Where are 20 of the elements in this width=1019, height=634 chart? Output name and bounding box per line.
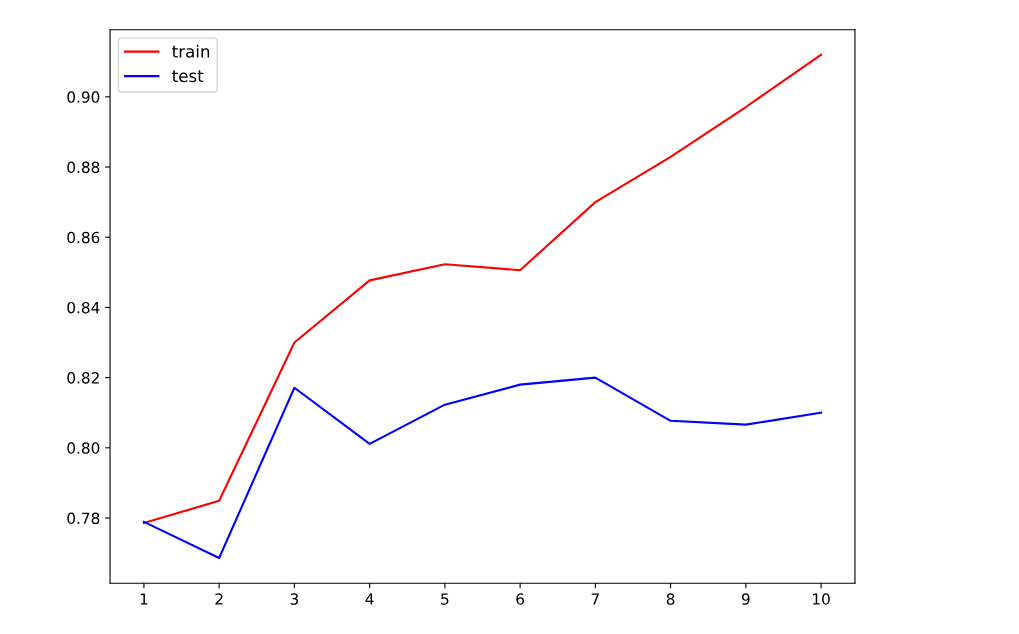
- line-series: [142, 376, 823, 560]
- y-tick-label: 0.82: [67, 372, 99, 384]
- x-tick-label: 3: [290, 593, 299, 605]
- x-tick-label: 10: [813, 593, 830, 605]
- x-tick-label: 1: [140, 593, 148, 605]
- x-tick-label: 4: [365, 593, 374, 605]
- y-tick-label: 0.86: [67, 231, 100, 244]
- x-tick-label: 8: [666, 593, 675, 605]
- x-tick-label: 5: [441, 593, 449, 605]
- y-tick-label: 0.80: [67, 442, 100, 454]
- legend-label: test: [172, 70, 204, 83]
- y-tick-label: 0.90: [67, 91, 100, 103]
- x-tick-label: 6: [516, 593, 525, 605]
- y-tick-label: 0.84: [67, 301, 100, 314]
- x-tick-label: 9: [741, 593, 750, 605]
- legend-label: train: [172, 44, 210, 58]
- y-tick-label: 0.78: [67, 512, 100, 525]
- y-tick-label: 0.88: [67, 161, 100, 174]
- x-tick-label: 7: [591, 593, 599, 605]
- x-tick-label: 2: [215, 593, 223, 605]
